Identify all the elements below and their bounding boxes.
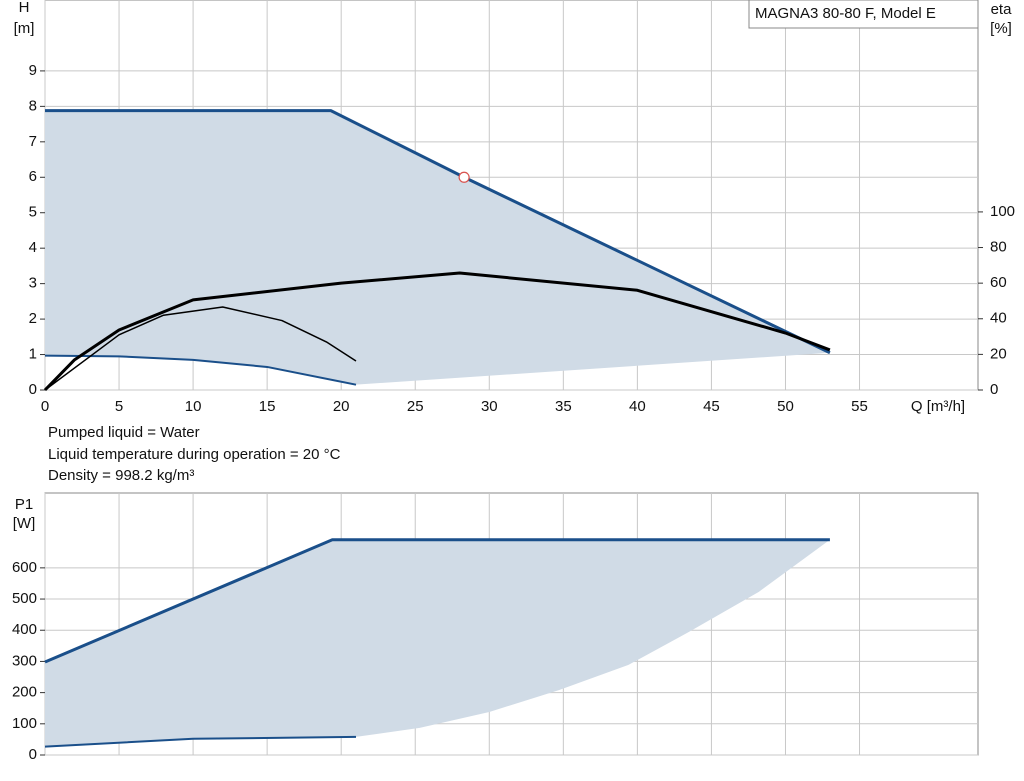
y2-tick-label: 0 bbox=[990, 381, 998, 398]
y2-tick-label: 100 bbox=[990, 203, 1015, 220]
y-tick-label: 0 bbox=[29, 746, 37, 763]
x-tick-label: 45 bbox=[703, 398, 720, 415]
y-tick-label: 600 bbox=[12, 559, 37, 576]
note: Density = 998.2 kg/m³ bbox=[48, 467, 194, 484]
y-tick-label: 500 bbox=[12, 590, 37, 607]
x-tick-label: 55 bbox=[851, 398, 868, 415]
x-tick-label: 10 bbox=[185, 398, 202, 415]
y-unit: [m] bbox=[14, 20, 35, 37]
y-tick-label: 6 bbox=[29, 168, 37, 185]
y2-tick-label: 80 bbox=[990, 239, 1007, 256]
y2-tick-label: 20 bbox=[990, 345, 1007, 362]
x-tick-label: 15 bbox=[259, 398, 276, 415]
y-tick-label: 4 bbox=[29, 239, 37, 256]
y2-tick-label: 40 bbox=[990, 310, 1007, 327]
x-tick-label: 35 bbox=[555, 398, 572, 415]
y-tick-label: 7 bbox=[29, 133, 37, 150]
x-tick-label: 25 bbox=[407, 398, 424, 415]
y-tick-label: 400 bbox=[12, 621, 37, 638]
y-tick-label: 8 bbox=[29, 97, 37, 114]
title-box bbox=[748, 0, 979, 29]
y2-unit: [%] bbox=[990, 20, 1012, 37]
plot: 0 100 200 300 400 500 600 bbox=[12, 492, 979, 763]
y2-label: eta bbox=[991, 1, 1013, 18]
x-label: Q [m³/h] bbox=[911, 398, 965, 415]
curve bbox=[44, 735, 357, 748]
y2-tick-label: 60 bbox=[990, 274, 1007, 291]
curve bbox=[44, 538, 830, 664]
curve bbox=[45, 109, 831, 355]
note: Pumped liquid = Water bbox=[48, 424, 200, 441]
area bbox=[45, 110, 830, 385]
duty-point bbox=[458, 171, 470, 183]
note: Liquid temperature during operation = 20… bbox=[48, 446, 341, 463]
y-tick-label: 300 bbox=[12, 652, 37, 669]
x-tick-label: 50 bbox=[777, 398, 794, 415]
y-tick-label: 200 bbox=[12, 684, 37, 701]
y-tick-label: 3 bbox=[29, 275, 37, 292]
y-label: P1 bbox=[15, 496, 33, 513]
y-tick-label: 2 bbox=[29, 310, 37, 327]
y-tick-label: 5 bbox=[29, 204, 37, 221]
y-unit: [W] bbox=[13, 515, 36, 532]
x-tick-label: 30 bbox=[481, 398, 498, 415]
plot: 0 5 10 15 20 25 30 35 40 45 50 55012345678902040608… bbox=[29, 0, 1015, 415]
x-tick-label: 0 bbox=[41, 398, 49, 415]
y-tick-label: 0 bbox=[29, 381, 37, 398]
y-tick-label: 100 bbox=[12, 715, 37, 732]
curve bbox=[44, 354, 357, 386]
x-tick-label: 40 bbox=[629, 398, 646, 415]
area bbox=[45, 539, 830, 747]
x-tick-label: 20 bbox=[333, 398, 350, 415]
curve bbox=[43, 271, 831, 392]
y-tick-label: 1 bbox=[29, 346, 37, 363]
x-tick-label: 5 bbox=[115, 398, 123, 415]
y-label: H bbox=[19, 0, 30, 16]
y-tick-label: 9 bbox=[29, 62, 37, 79]
curve bbox=[44, 306, 357, 391]
chart-title: MAGNA3 80-80 F, Model E bbox=[755, 5, 936, 22]
